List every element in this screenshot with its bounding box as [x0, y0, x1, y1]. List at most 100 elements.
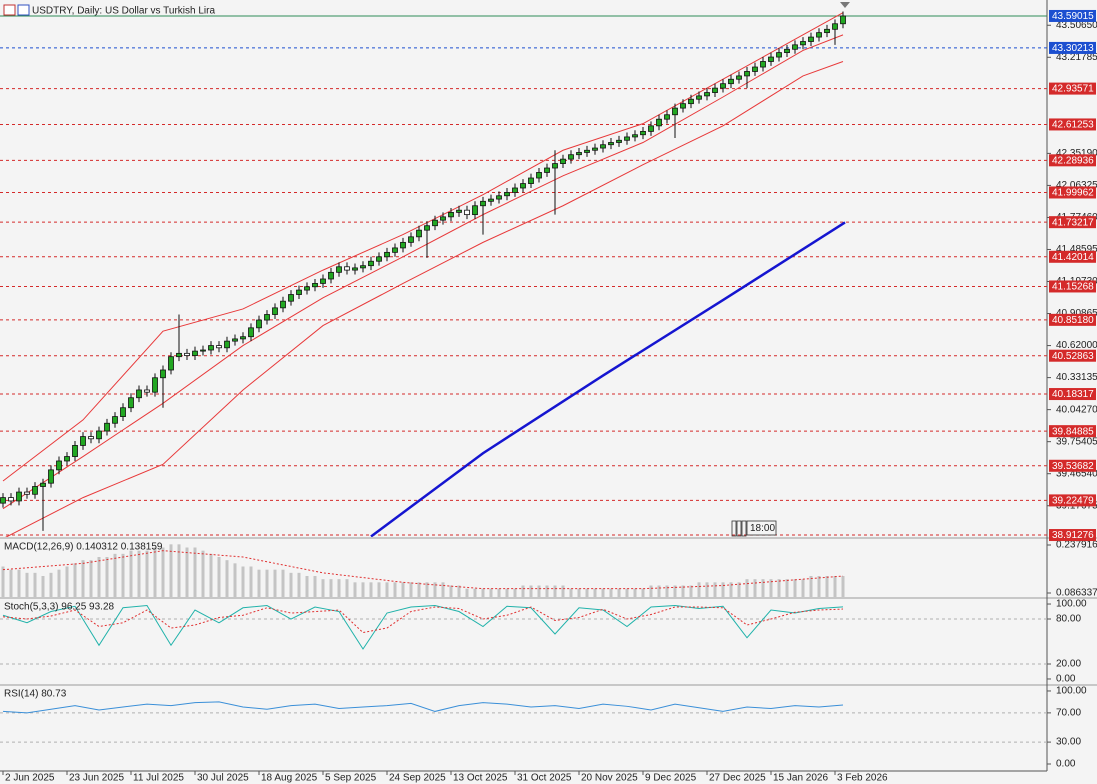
macd-bar — [193, 547, 197, 597]
label-layer: 2 Jun 2025 23 Jun 2025 11 Jul 2025 30 Jul 2… — [4, 9, 1096, 784]
y-tick-label: 42.35190 — [1056, 148, 1097, 159]
candle-body — [392, 247, 398, 253]
candle-body — [72, 445, 78, 457]
candle-body — [112, 416, 118, 424]
macd-bar — [537, 585, 541, 597]
y-tick-label: 100.00 — [1056, 686, 1087, 697]
candle-body — [184, 352, 190, 356]
macd-bar — [305, 576, 309, 597]
x-tick-label: 31 Oct 2025 — [517, 773, 572, 784]
x-tick-label: 2 Jun 2025 — [5, 773, 55, 784]
macd-bar — [121, 553, 125, 597]
macd-bar — [113, 553, 117, 597]
macd-bar — [385, 582, 389, 597]
macd-bar — [529, 585, 533, 597]
macd-bar — [705, 582, 709, 597]
macd-bar — [673, 585, 677, 597]
macd-bar — [793, 579, 797, 597]
candle-body — [312, 283, 318, 288]
candle-body — [104, 422, 110, 432]
candle-body — [48, 469, 54, 484]
price-label: 41.42014 — [1052, 252, 1094, 263]
candle-body — [704, 92, 710, 97]
candle-body — [456, 209, 462, 213]
macd-bar — [785, 579, 789, 597]
macd-bar — [601, 588, 605, 597]
candle-body — [480, 200, 486, 207]
macd-bar — [753, 579, 757, 597]
macd-bar — [289, 572, 293, 597]
macd-bar — [433, 582, 437, 597]
tick-box — [736, 520, 742, 537]
candle-body — [784, 48, 790, 54]
macd-bar — [281, 569, 285, 597]
macd-bar — [409, 582, 413, 597]
macd-bar — [177, 544, 181, 597]
candle-body — [744, 71, 750, 77]
macd-bar — [49, 572, 53, 597]
macd-bar — [721, 582, 725, 597]
time-label-box — [746, 520, 777, 536]
macd-bar — [689, 585, 693, 597]
candle-body — [552, 163, 558, 169]
candle-body — [528, 177, 534, 184]
candle-body — [144, 389, 150, 393]
price-label-box — [1049, 250, 1096, 263]
macd-bar — [809, 576, 813, 597]
candle-body — [840, 15, 846, 25]
candle-body — [496, 195, 502, 200]
candle-body — [792, 44, 798, 50]
y-tick-label: 0.086337 — [1056, 588, 1097, 599]
candle-body — [56, 460, 62, 471]
candle-body — [344, 266, 350, 271]
symbol-icon — [17, 4, 30, 16]
macd-bar — [585, 588, 589, 597]
y-tick-label: 40.62000 — [1056, 340, 1097, 351]
candle-body — [472, 205, 478, 216]
candle-body — [688, 98, 694, 105]
candle-body — [248, 327, 254, 338]
candle-body — [120, 407, 126, 417]
macd-bar — [761, 579, 765, 597]
macd-bar — [593, 588, 597, 597]
candle-body — [200, 349, 206, 352]
x-tick-label: 3 Feb 2026 — [837, 773, 888, 784]
candle-body — [0, 497, 6, 504]
candle-body — [504, 192, 510, 197]
x-tick-label: 23 Jun 2025 — [69, 773, 124, 784]
price-label-box — [1049, 82, 1096, 95]
macd-bar — [841, 576, 845, 597]
candle-body — [560, 158, 566, 164]
macd-bar — [425, 582, 429, 597]
price-label: 38.91276 — [1052, 530, 1094, 541]
candle-body — [696, 95, 702, 100]
candle-body — [216, 345, 222, 349]
y-tick-label: 43.21785 — [1056, 52, 1097, 63]
macd-bar — [265, 569, 269, 597]
macd-bar — [769, 579, 773, 597]
x-tick-label: 27 Dec 2025 — [709, 773, 766, 784]
macd-bar — [713, 582, 717, 597]
candle-body — [376, 256, 382, 262]
candle-body — [152, 377, 158, 393]
chart-title: USDTRY, Daily: US Dollar vs Turkish Lira — [32, 6, 215, 17]
candle-body — [272, 307, 278, 315]
x-tick-label: 24 Sep 2025 — [389, 773, 446, 784]
price-label-box — [1049, 216, 1096, 229]
macd-bar — [393, 582, 397, 597]
macd-bar — [497, 588, 501, 597]
candle-body — [648, 125, 654, 132]
price-label: 39.84885 — [1052, 426, 1094, 437]
symbol-icon — [3, 4, 16, 16]
candle-body — [664, 114, 670, 120]
candle-body — [776, 52, 782, 58]
y-tick-label: 30.00 — [1056, 737, 1081, 748]
macd-bar — [81, 560, 85, 597]
price-label: 40.18317 — [1052, 389, 1094, 400]
macd-bar — [465, 588, 469, 597]
macd-bar — [361, 582, 365, 597]
